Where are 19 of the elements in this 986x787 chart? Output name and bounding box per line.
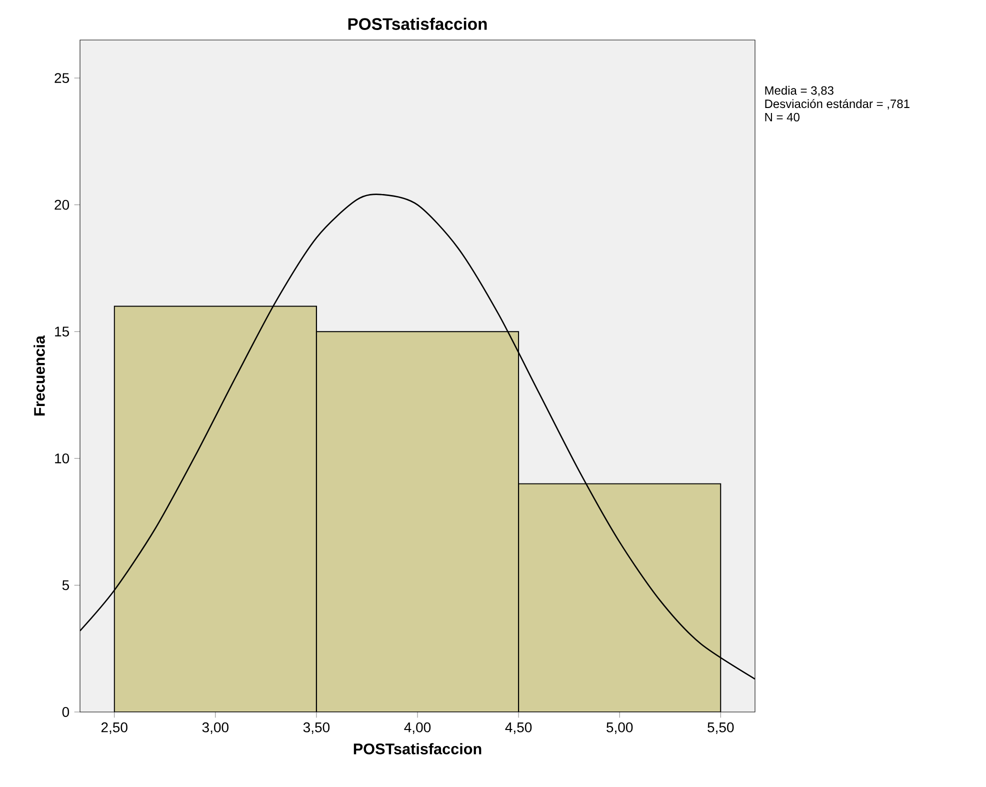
chart-title: POSTsatisfaccion: [348, 18, 487, 30]
text: N = 40: [765, 112, 800, 122]
y-tick-label: 10: [55, 453, 70, 464]
x-axis-title: POSTsatisfaccion: [354, 743, 482, 754]
y-tick-label: 5: [62, 580, 70, 590]
x-tick-label: 2,50: [101, 722, 128, 734]
x-tick-label: 4,00: [404, 722, 431, 734]
y-tick-label: 15: [55, 326, 70, 336]
text: Media = 3,83: [765, 86, 834, 96]
x-tick-label: 5,50: [708, 722, 734, 734]
x-tick-label: 5,00: [606, 722, 633, 734]
x-tick-label: 3,50: [303, 722, 330, 734]
y-tick-label: 20: [54, 200, 70, 210]
x-tick-label: 3,00: [202, 722, 228, 734]
x-tick-label: 4,50: [505, 722, 532, 734]
text: Desviación estándar = ,781: [765, 99, 910, 110]
y-axis-title: Frecuencia: [34, 335, 45, 416]
y-tick-label: 0: [62, 707, 70, 717]
y-tick-label: 25: [54, 73, 70, 83]
